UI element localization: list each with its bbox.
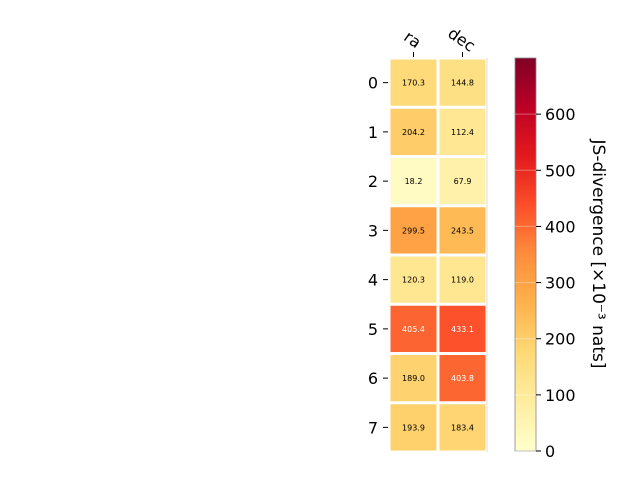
cell-value-label: 405.4 (402, 325, 425, 334)
row-label: 5 (368, 320, 378, 339)
cell-value-label: 119.0 (451, 276, 474, 285)
cell-value-label: 112.4 (451, 128, 474, 137)
heatmap-cell (439, 305, 486, 352)
heatmap-cell (390, 256, 437, 303)
heatmap-cell (390, 59, 437, 106)
heatmap-cell (390, 404, 437, 451)
colorbar-tick-label: 300 (545, 274, 576, 293)
cell-value-label: 193.9 (402, 423, 425, 432)
colorbar-tick-label: 500 (545, 161, 576, 180)
colorbar-tick-label: 400 (545, 217, 576, 236)
heatmap-cell (390, 108, 437, 155)
row-label: 6 (368, 369, 378, 388)
cell-value-label: 433.1 (451, 325, 474, 334)
colorbar-gradient (514, 57, 537, 452)
colorbar-tick-label: 100 (545, 386, 576, 405)
cell-value-label: 144.8 (451, 79, 474, 88)
cell-value-label: 170.3 (402, 79, 425, 88)
column-label: ra (400, 27, 424, 52)
heatmap-cell (390, 355, 437, 402)
column-label: dec (444, 23, 478, 55)
cell-value-label: 18.2 (405, 177, 423, 186)
row-label: 4 (368, 271, 378, 290)
heatmap-cell (390, 305, 437, 352)
cell-value-label: 204.2 (402, 128, 425, 137)
row-label: 3 (368, 221, 378, 240)
colorbar-label: JS-divergence [×10⁻³ nats] (588, 139, 608, 369)
row-label: 2 (368, 172, 378, 191)
row-label: 7 (368, 418, 378, 437)
cell-value-label: 403.8 (451, 374, 474, 383)
heatmap-cell (439, 355, 486, 402)
column-labels: ra dec (400, 23, 479, 57)
heatmap-cell (439, 404, 486, 451)
row-labels: 0 1 2 3 4 5 6 7 (368, 74, 388, 437)
cell-value-label: 120.3 (402, 276, 425, 285)
colorbar-tick-label: 600 (545, 105, 576, 124)
heatmap-cell (390, 158, 437, 205)
row-label: 1 (368, 123, 378, 142)
cell-value-label: 189.0 (402, 374, 425, 383)
colorbar: 0 100 200 300 400 500 600 JS-divergence [×10⁻³… (514, 57, 608, 461)
heatmap-cell (390, 207, 437, 254)
heatmap-cell (439, 158, 486, 205)
cell-value-label: 67.9 (454, 177, 472, 186)
heatmap-cell (439, 108, 486, 155)
colorbar-tick-label: 0 (545, 442, 555, 461)
heatmap-cell (439, 59, 486, 106)
row-label: 0 (368, 74, 378, 93)
cell-value-label: 243.5 (451, 226, 474, 235)
colorbar-ticks: 0 100 200 300 400 500 600 (515, 105, 576, 461)
heatmap-cell (439, 207, 486, 254)
heatmap-cells: 170.3 144.8 204.2 112.4 18.2 67.9 299.5 243.5 12… (390, 58, 488, 452)
cell-value-label: 299.5 (402, 226, 425, 235)
colorbar-tick-label: 200 (545, 330, 576, 349)
cell-value-label: 183.4 (451, 423, 474, 432)
heatmap-cell (439, 256, 486, 303)
